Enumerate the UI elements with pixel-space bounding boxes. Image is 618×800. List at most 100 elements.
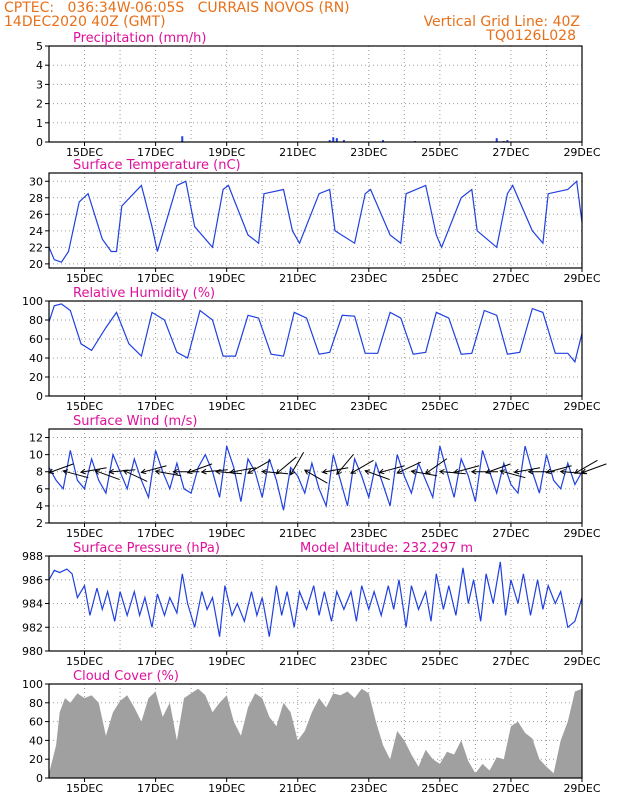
wind-vector [485,463,511,474]
y-tick-label: 100 [22,295,43,308]
panel-annotation: Model Altitude: 232.297 m [300,541,473,556]
wind-vector [276,456,297,475]
wind-vector-head [453,468,460,475]
y-tick-label: 22 [29,241,43,254]
wind-vector [581,463,607,474]
wind-vector-head [122,469,129,475]
wind-vector-head [261,469,267,475]
wind-vector-head [154,469,161,475]
x-tick-label: 25DEC [421,272,458,285]
wind-vector [48,463,74,474]
x-tick-label: 17DEC [137,400,174,413]
precip-bar [506,140,509,142]
wind-vector-head [410,469,417,475]
x-tick-label: 15DEC [66,527,103,540]
x-tick-label: 21DEC [279,782,316,795]
y-tick-label: 0 [36,390,43,403]
panel-title: Relative Humidity (%) [73,286,215,301]
grid-line-note: Vertical Grid Line: 40Z [423,14,580,30]
panel-title: Cloud Cover (%) [73,669,179,684]
wind-vector-head [485,468,492,475]
x-tick-label: 19DEC [208,655,245,668]
panel-frame [48,428,583,524]
precip-bar [342,140,345,142]
wind-vector-head [573,468,580,474]
panel-temp: 20 22 24 26 28 30 15DEC 17DEC 19DEC 21DEC 23DEC 25D… [29,158,601,285]
date-header: 14DEC2020 40Z (GMT) [4,14,166,30]
wind-vector-head [336,469,342,476]
wind-vector-head [290,469,296,476]
wind-series-line [48,445,583,511]
x-tick-label: 29DEC [563,400,600,413]
panel-frame [48,172,583,269]
panel-pressure: 980 982 984 986 988 15DEC 17DEC 19DEC 21DEC 23DEC… [22,541,601,668]
y-tick-label: 984 [22,598,43,611]
x-tick-label: 23DEC [350,527,387,540]
x-tick-label: 27DEC [492,782,529,795]
x-tick-label: 23DEC [350,272,387,285]
wind-vector [304,469,328,484]
y-tick-label: 10 [29,449,43,462]
wind-vector [141,465,167,473]
wind-vector-head [229,468,236,475]
x-tick-label: 27DEC [492,400,529,413]
x-tick-label: 29DEC [563,782,600,795]
x-tick-label: 21DEC [279,400,316,413]
x-tick-label: 29DEC [563,655,600,668]
y-tick-label: 2 [36,517,43,530]
wind-vector [514,467,541,473]
y-tick-label: 12 [29,432,43,445]
wind-vector-head [94,469,101,475]
x-tick-label: 27DEC [492,655,529,668]
precip-bar [495,138,498,142]
wind-vector [350,459,374,474]
panel-frame [48,683,583,779]
y-tick-label: 980 [22,645,43,658]
wind-vector-head [559,469,566,475]
wind-vector [187,463,213,474]
y-tick-label: 4 [36,500,43,513]
y-tick-label: 8 [36,466,43,479]
wind-vector-head [275,468,282,475]
wind-vector-head [214,469,221,475]
wind-vector [425,458,448,474]
x-tick-label: 17DEC [137,782,174,795]
x-tick-label: 25DEC [421,400,458,413]
wind-vector [109,469,136,473]
wind-vector-head [470,468,477,475]
y-tick-label: 60 [29,716,43,729]
precip-bar [181,136,184,142]
wind-vector [411,470,438,477]
x-tick-label: 19DEC [208,272,245,285]
y-tick-label: 0 [36,772,43,785]
rh-series-line [48,303,583,364]
y-tick-label: 28 [29,192,43,205]
x-tick-label: 27DEC [492,272,529,285]
wind-vector [439,470,466,475]
x-tick-label: 17DEC [137,146,174,159]
panel-title: Precipitation (mm/h) [73,31,206,46]
wind-vector [155,470,182,477]
y-tick-label: 20 [29,371,43,384]
temp-series-line [48,180,583,263]
x-tick-label: 23DEC [350,146,387,159]
precip-bar [382,140,385,142]
x-tick-label: 29DEC [563,146,600,159]
y-tick-label: 100 [22,678,43,691]
wind-vector [215,470,242,475]
wind-vector-head [303,469,310,475]
wind-vector-head [350,468,357,474]
x-tick-label: 19DEC [208,782,245,795]
wind-vector [262,470,289,475]
x-tick-label: 27DEC [492,146,529,159]
product-code: TQ0126L028 [486,28,576,44]
precip-bar [335,138,338,142]
x-tick-label: 17DEC [137,272,174,285]
pressure-series-line [48,561,583,637]
y-tick-label: 986 [22,574,43,587]
x-tick-label: 17DEC [137,527,174,540]
x-tick-label: 19DEC [208,400,245,413]
precip-bar [332,137,335,142]
wind-vector-head [108,468,115,475]
wind-vector-head [527,468,534,475]
